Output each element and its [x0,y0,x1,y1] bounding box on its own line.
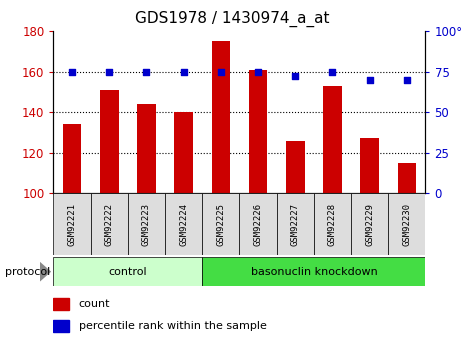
Bar [53,298,69,310]
Text: GSM92225: GSM92225 [216,203,226,246]
Text: GSM92224: GSM92224 [179,203,188,246]
Text: control: control [108,267,147,277]
Polygon shape [40,262,51,282]
Text: GSM92226: GSM92226 [253,203,263,246]
Point [68,69,76,74]
Bar [360,138,379,193]
Bar [137,104,156,193]
Bar [314,193,351,255]
Text: GSM92227: GSM92227 [291,203,300,246]
Point [217,69,225,74]
Bar [53,257,202,286]
Text: GSM92229: GSM92229 [365,203,374,246]
Text: GSM92223: GSM92223 [142,203,151,246]
Text: basonuclin knockdown: basonuclin knockdown [251,267,377,277]
Bar [398,163,416,193]
Point [180,69,187,74]
Point [143,69,150,74]
Bar [212,41,230,193]
Bar [249,70,267,193]
Text: GSM92222: GSM92222 [105,203,114,246]
Bar [91,193,128,255]
Bar [202,193,239,255]
Point [292,74,299,79]
Bar [53,193,91,255]
Text: GSM92228: GSM92228 [328,203,337,246]
Bar [53,320,69,332]
Point [366,77,373,82]
Bar [63,124,81,193]
Text: GSM92221: GSM92221 [67,203,77,246]
Bar [239,193,277,255]
Point [106,69,113,74]
Text: protocol: protocol [5,267,50,277]
Text: percentile rank within the sample: percentile rank within the sample [79,321,266,331]
Bar [100,90,119,193]
Text: count: count [79,299,110,309]
Bar [351,193,388,255]
Text: GSM92230: GSM92230 [402,203,412,246]
Bar [388,193,425,255]
Point [403,77,411,82]
Bar [174,112,193,193]
Bar [202,257,425,286]
Bar [165,193,202,255]
Bar [128,193,165,255]
Text: GDS1978 / 1430974_a_at: GDS1978 / 1430974_a_at [135,10,330,27]
Bar [277,193,314,255]
Point [254,69,262,74]
Point [329,69,336,74]
Bar [286,140,305,193]
Bar [323,86,342,193]
